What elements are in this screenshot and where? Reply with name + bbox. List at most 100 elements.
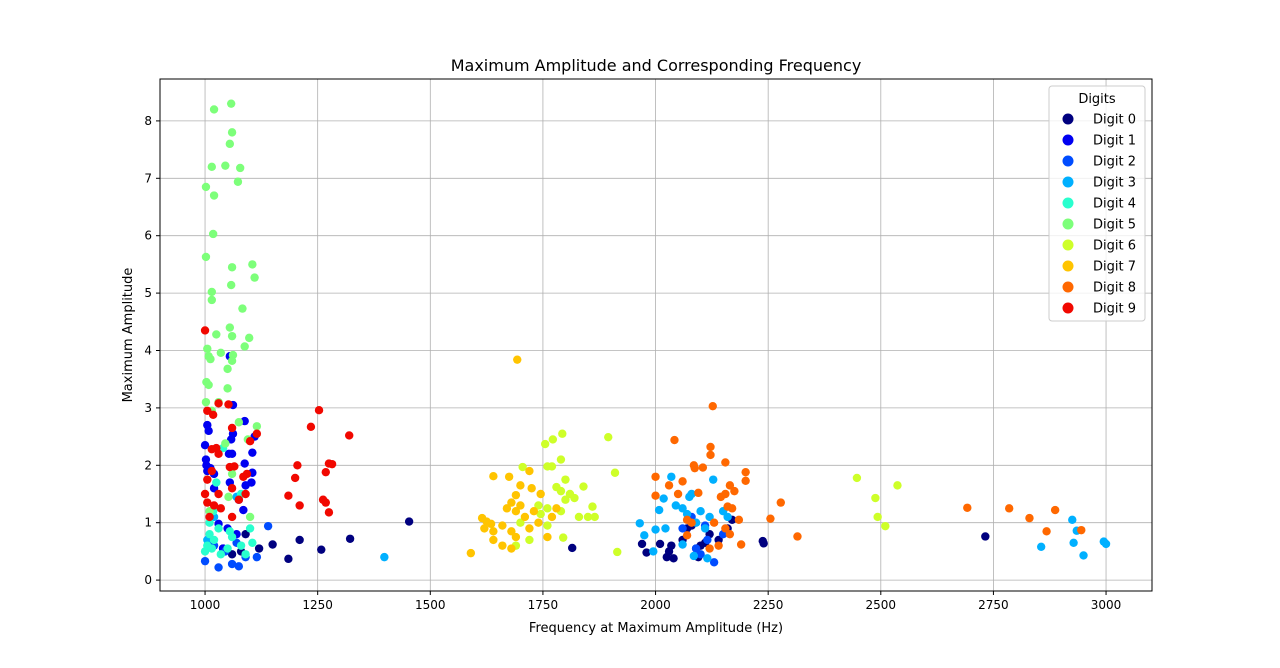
point-digit-7 [480,524,489,533]
point-digit-9 [208,410,218,419]
point-digit-9 [314,405,324,415]
point-digit-7 [527,484,536,493]
point-digit-6 [613,547,622,557]
legend-label: Digit 8 [1093,281,1136,296]
point-digit-3 [635,519,644,528]
point-digit-4 [241,550,250,559]
point-digit-1 [200,441,210,450]
point-digit-4 [209,535,219,545]
point-digit-9 [245,436,255,446]
point-digit-5 [206,354,215,364]
point-digit-8 [709,518,719,527]
point-digit-5 [203,344,212,353]
point-digit-7 [511,490,521,500]
point-digit-9 [227,484,237,493]
point-digit-5 [209,105,219,114]
legend-marker [1062,218,1074,230]
point-digit-8 [793,532,802,541]
x-tick-label: 1500 [415,598,446,612]
legend-marker [1062,113,1074,125]
point-digit-4 [205,518,214,527]
x-tick-label: 3000 [1091,598,1122,612]
point-digit-8 [730,486,739,496]
point-digit-1 [239,505,248,515]
y-tick-label: 0 [144,573,152,587]
point-digit-7 [547,512,557,522]
point-digit-8 [682,531,692,540]
point-digit-1 [247,478,256,487]
legend-marker [1062,281,1074,293]
point-digit-6 [588,502,597,511]
point-digit-8 [664,481,674,490]
point-digit-2 [696,550,705,559]
point-digit-3 [1101,539,1111,549]
point-digit-5 [208,229,218,239]
point-digit-8 [1077,525,1086,535]
point-digit-9 [321,498,330,507]
point-digit-1 [227,449,237,459]
point-digit-5 [209,191,219,200]
point-digit-8 [678,477,687,486]
point-digit-5 [226,280,236,290]
point-digit-4 [245,524,255,533]
point-digit-9 [293,461,302,470]
point-digit-8 [766,514,775,523]
point-digit-7 [489,535,498,545]
point-digit-3 [723,512,732,522]
point-digit-1 [248,448,257,457]
point-digit-8 [708,401,717,411]
point-digit-5 [207,295,217,305]
point-digit-5 [225,139,235,149]
y-tick-label: 1 [144,516,152,530]
point-digit-9 [321,467,330,477]
legend-marker [1062,155,1074,167]
point-digit-3 [689,551,699,561]
point-digit-9 [207,445,217,454]
point-digit-9 [200,489,210,499]
point-digit-9 [203,498,212,507]
y-tick-label: 6 [144,229,152,243]
point-digit-8 [714,541,723,550]
point-digit-6 [579,482,588,491]
point-digit-6 [540,439,550,449]
point-digit-3 [709,475,718,484]
point-digit-8 [721,458,730,467]
point-digit-5 [226,99,236,108]
point-digit-9 [290,473,300,483]
point-digit-9 [295,501,304,510]
point-digit-8 [651,491,660,500]
point-digit-2 [200,556,210,566]
point-digit-0 [317,545,326,554]
point-digit-5 [224,492,233,502]
point-digit-9 [345,431,354,440]
chart-title: Maximum Amplitude and Corresponding Freq… [451,56,862,75]
point-digit-3 [705,512,714,522]
point-digit-1 [204,426,213,436]
point-digit-9 [216,504,226,513]
point-digit-9 [224,400,233,409]
point-digit-7 [498,541,507,550]
point-digit-2 [252,552,262,562]
point-digit-8 [1042,527,1051,536]
legend-label: Digit 0 [1093,113,1136,128]
legend-marker [1062,260,1074,272]
point-digit-9 [234,495,244,504]
point-digit-7 [516,501,525,510]
point-digit-4 [236,541,246,550]
point-digit-6 [610,468,620,477]
point-digit-3 [1036,542,1046,552]
point-digit-6 [583,512,593,522]
legend-marker [1062,134,1074,146]
point-digit-4 [248,538,257,547]
point-digit-3 [687,489,696,499]
point-digit-5 [221,439,230,448]
point-digit-4 [223,544,232,553]
point-digit-5 [227,469,237,479]
point-digit-3 [1068,515,1077,525]
point-digit-7 [504,472,514,481]
legend-label: Digit 5 [1093,218,1136,233]
point-digit-9 [284,491,293,500]
point-digit-5 [207,162,217,172]
point-digit-0 [241,529,250,539]
legend-label: Digit 2 [1093,155,1136,170]
